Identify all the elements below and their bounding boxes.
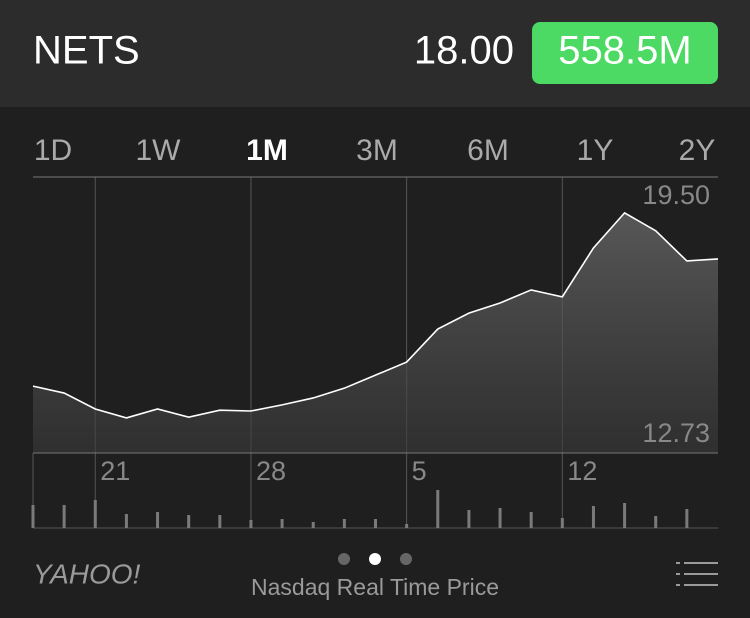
x-tick-label: 12 <box>567 456 597 486</box>
volume-bar <box>560 518 564 528</box>
chart: 21 28 5 12 12.73 19.50 <box>31 176 719 529</box>
price-line <box>32 211 719 419</box>
volume-bar <box>31 505 35 528</box>
x-tick-label: 28 <box>256 456 286 486</box>
volume-bar <box>591 506 595 528</box>
change-badge[interactable] <box>532 22 718 84</box>
list-icon[interactable] <box>676 562 718 586</box>
volume-bar <box>467 510 471 528</box>
volume-bar <box>529 512 533 528</box>
x-tick-label: 21 <box>100 456 130 486</box>
volume-bar <box>93 500 97 528</box>
page-dot[interactable] <box>369 553 381 565</box>
volume-bar <box>436 490 440 528</box>
price-area <box>33 212 718 453</box>
change[interactable]: 558.5M <box>558 29 691 73</box>
volume-bar <box>156 512 160 528</box>
volume-bar <box>124 514 128 528</box>
range-tab[interactable]: 1W <box>136 134 182 167</box>
y-tick-label: 19.50 <box>642 180 710 210</box>
range-tab[interactable]: 1D <box>34 134 72 167</box>
range-tab[interactable]: 2Y <box>679 134 716 167</box>
volume-bar <box>249 520 253 528</box>
volume-bar <box>374 519 377 528</box>
range-tab[interactable]: 6M <box>467 134 509 167</box>
volume-bar <box>654 516 658 528</box>
range-tab[interactable]: 1Y <box>577 134 614 167</box>
y-tick-label: 12.73 <box>642 418 710 448</box>
page-dot[interactable] <box>338 553 350 565</box>
provider-logo[interactable]: YAHOO! <box>33 558 141 589</box>
range-tab[interactable]: 3M <box>356 134 398 167</box>
volume-bar <box>311 522 315 528</box>
source: Nasdaq Real Time Price <box>251 574 499 600</box>
volume-bar <box>218 515 222 528</box>
price: 18.00 <box>414 29 514 73</box>
volume-bar <box>280 519 284 528</box>
x-tick-label: 5 <box>412 456 427 486</box>
symbol[interactable]: NETS <box>33 29 140 73</box>
page-dots <box>338 553 412 565</box>
volume-bar <box>685 509 689 528</box>
volume-bar <box>187 515 191 528</box>
range-tab[interactable]: 1M <box>246 134 288 167</box>
page-dot[interactable] <box>400 553 412 565</box>
volume-bar <box>623 503 627 528</box>
volume-bar <box>498 508 502 528</box>
range-tabs: 1D 1W 1M 3M 6M 1Y 2Y <box>34 134 716 167</box>
volume-bar <box>62 505 66 528</box>
volume-bar <box>342 519 346 528</box>
volume-bar <box>405 524 409 528</box>
